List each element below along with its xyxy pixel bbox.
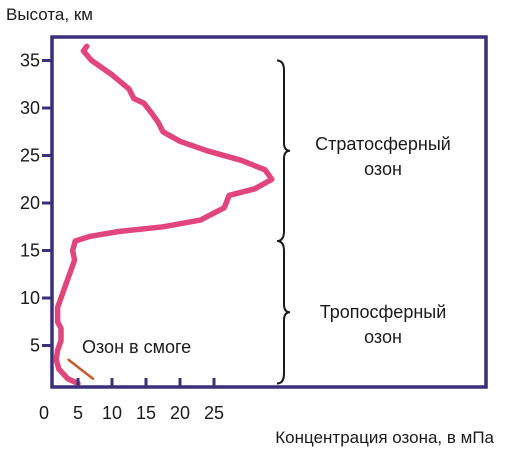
x-tick-label: 0: [39, 403, 49, 423]
y-tick-label: 20: [20, 193, 40, 213]
tick-group: 5 10 15 20 25 30 35 0 5 10 15 20 25: [20, 51, 224, 424]
brace-group: [276, 59, 291, 385]
y-tick-label: 30: [20, 98, 40, 118]
smog-ozone-label: Озон в смоге: [82, 337, 191, 357]
x-tick-label: 10: [102, 403, 122, 423]
troposphere-label-line2: озон: [364, 327, 402, 347]
y-tick-label: 15: [20, 241, 40, 261]
series-group: [53, 43, 275, 387]
troposphere-brace: [276, 240, 291, 385]
y-tick-label: 10: [20, 288, 40, 308]
y-tick-label: 25: [20, 146, 40, 166]
x-axis-label: Концентрация озона, в мПа: [275, 428, 494, 447]
plot-frame: [50, 35, 488, 389]
stratosphere-label-line1: Стратосферный: [315, 134, 451, 154]
x-tick-label: 20: [170, 403, 190, 423]
smog-ozone-line: [67, 358, 95, 381]
ozone-profile-line: [53, 43, 275, 387]
x-tick-label: 5: [73, 403, 83, 423]
x-tick-label: 15: [136, 403, 156, 423]
stratosphere-brace: [276, 59, 291, 242]
y-tick-label: 5: [30, 336, 40, 356]
y-axis-label: Высота, км: [6, 5, 93, 24]
y-tick-label: 35: [20, 51, 40, 71]
stratosphere-label-line2: озон: [364, 159, 402, 179]
x-tick-label: 25: [204, 403, 224, 423]
troposphere-label-line1: Тропосферный: [320, 302, 447, 322]
